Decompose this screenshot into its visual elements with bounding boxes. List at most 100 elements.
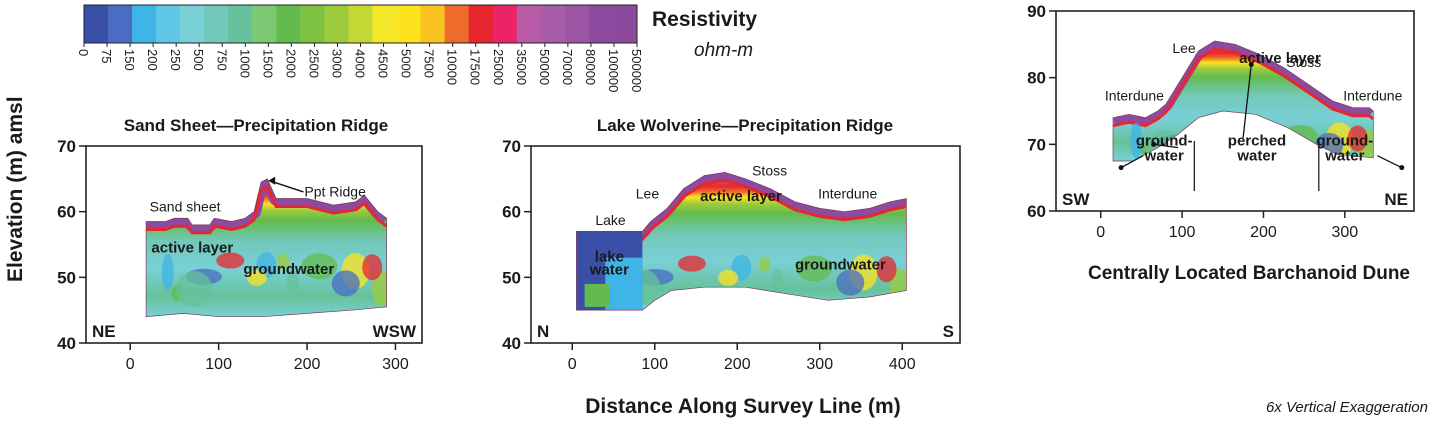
legend-swatch [564, 5, 590, 43]
legend-swatch [156, 5, 181, 43]
legend-tick-label: 150 [122, 49, 137, 71]
legend-tick-label: 500 [191, 49, 206, 71]
annotation-label: groundwater [243, 261, 334, 278]
legend-swatch [252, 5, 277, 43]
legend-tick-label: 50000 [537, 49, 552, 85]
legend-swatch [300, 5, 325, 43]
legend-swatch [108, 5, 133, 43]
annotation-label: active layer [1239, 50, 1321, 67]
legend-swatch [348, 5, 374, 43]
annotation-label: Ppt Ridge [304, 184, 366, 200]
resistivity-anomaly [286, 269, 299, 296]
panel-title: Sand Sheet—Precipitation Ridge [124, 116, 389, 135]
resistivity-anomaly [216, 252, 245, 269]
x-tick-label: 300 [806, 356, 833, 373]
x-tick-label: 200 [294, 356, 321, 373]
right-direction-label: S [943, 322, 954, 341]
panel-title: Centrally Located Barchanoid Dune [1088, 263, 1410, 284]
ppt-ridge-arrowhead [268, 176, 276, 185]
annotation-label: active layer [700, 188, 782, 205]
legend-swatch [516, 5, 542, 43]
figure-xlabel: Distance Along Survey Line (m) [585, 395, 900, 418]
annotation-label: lake [595, 249, 624, 266]
legend-tick-label: 2000 [283, 49, 298, 78]
ppt-ridge-arrow [271, 180, 304, 193]
resistivity-anomaly [1347, 125, 1368, 152]
annotation-label: Interdune [818, 186, 877, 202]
legend-swatch [444, 5, 470, 43]
lake-sediment [605, 257, 643, 311]
annotation-label: groundwater [795, 256, 886, 273]
resistivity-anomaly [362, 254, 383, 281]
resistivity-legend: 0 75 150 200 250 500 750 1000 1500 2000 2500 3000 40… [76, 4, 644, 92]
legend-swatch [132, 5, 157, 43]
annotation-arrowhead [1151, 141, 1157, 147]
y-tick-label: 70 [57, 137, 76, 156]
annotation-label: active layer [151, 239, 233, 256]
legend-swatch [588, 5, 614, 43]
legend-tick-label: 500000 [629, 49, 644, 92]
panel-frame [85, 145, 423, 344]
x-tick-label: 0 [1096, 224, 1105, 241]
legend-tick-label: 250 [168, 49, 183, 71]
annotation-label: Lake [595, 212, 626, 228]
annotation-label: Lee [1172, 40, 1196, 56]
legend-tick-label: 10000 [445, 49, 460, 85]
legend-tick-label: 3000 [329, 49, 344, 78]
resistivity-profile [146, 178, 387, 317]
annotation-arrow [1242, 64, 1252, 138]
legend-tick-label: 4000 [353, 49, 368, 78]
annotation-label: Interdune [1343, 87, 1402, 103]
legend-swatch [492, 5, 518, 43]
annotation-label: water [1236, 147, 1276, 164]
resistivity-anomaly [277, 253, 290, 270]
legend-tick-label: 200 [145, 49, 160, 71]
x-tick-label: 400 [889, 356, 916, 373]
legend-swatch [228, 5, 253, 43]
y-tick-label: 70 [502, 137, 521, 156]
left-direction-label: NE [92, 322, 116, 341]
legend-swatch [276, 5, 301, 43]
vertical-exaggeration-note: 6x Vertical Exaggeration [1266, 399, 1428, 416]
y-tick-label: 60 [502, 203, 521, 222]
resistivity-anomaly [301, 253, 338, 280]
y-tick-label: 60 [57, 203, 76, 222]
legend-tick-label: 750 [214, 49, 229, 71]
legend-tick-label: 35000 [514, 49, 529, 85]
x-tick-label: 200 [724, 356, 751, 373]
resistivity-anomaly [876, 256, 897, 283]
legend-title: Resistivity [652, 8, 757, 31]
legend-tick-label: 2500 [306, 49, 321, 78]
annotation-label: ground- [1136, 133, 1193, 150]
legend-tick-label: 1500 [260, 49, 275, 78]
legend-swatch [396, 5, 422, 43]
x-tick-label: 0 [568, 356, 577, 373]
right-direction-label: WSW [373, 322, 417, 341]
conductive-band [576, 178, 907, 241]
resistivity-anomaly [718, 269, 739, 286]
lake-bed [584, 283, 610, 307]
resistivity-anomaly [331, 270, 360, 297]
annotation-arrowhead [1118, 165, 1124, 171]
y-tick-label: 80 [1027, 69, 1046, 88]
panel-title: Lake Wolverine—Precipitation Ridge [597, 116, 893, 135]
legend-swatch [324, 5, 349, 43]
legend-tick-label: 5000 [399, 49, 414, 78]
x-tick-label: 0 [126, 356, 135, 373]
resistivity-anomaly [1282, 125, 1319, 152]
legend-tick-label: 7500 [422, 49, 437, 78]
legend-swatch [204, 5, 229, 43]
panel-frame [530, 145, 961, 344]
legend-unit: ohm-m [694, 40, 753, 61]
annotation-label: water [1144, 147, 1184, 164]
legend-tick-label: 25000 [491, 49, 506, 85]
legend-swatch [540, 5, 566, 43]
annotation-label: Stoss [1286, 54, 1321, 70]
y-tick-label: 40 [502, 334, 521, 353]
annotation-label: Sand sheet [150, 199, 221, 215]
annotation-label: Stoss [752, 163, 787, 179]
resistivity-anomaly [176, 271, 213, 308]
legend-tick-label: 17500 [468, 49, 483, 85]
legend-tick-label: 0 [76, 49, 91, 56]
